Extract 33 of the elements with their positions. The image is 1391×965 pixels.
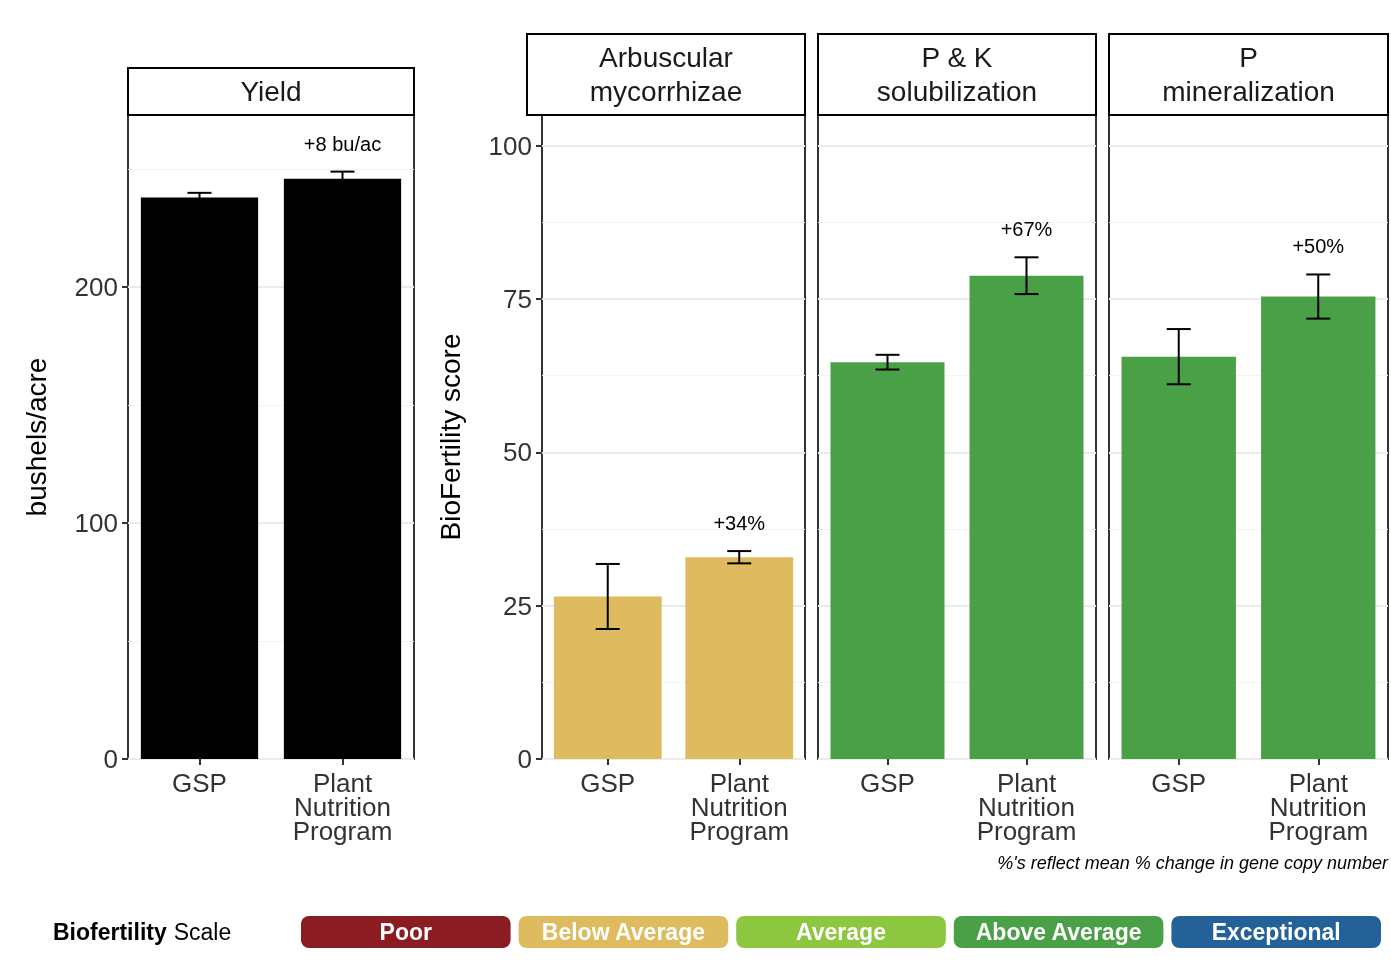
category-label: Average [796,919,886,945]
y-tick-label: 200 [74,272,118,303]
y-tick-label: 100 [74,508,118,539]
chart-title: P & K solubilization [876,42,1038,107]
y-tick-label: 25 [503,590,532,621]
x-tick-label: Plant Nutrition Program [292,768,393,846]
y-tick-label: 100 [488,130,532,161]
annotation: +8 bu/ac [303,132,382,155]
x-tick-label: GSP [172,768,227,798]
chart-title: Yield [240,76,302,107]
chart-title: Arbuscular mycorrhizae [589,42,743,107]
y-tick-label: 75 [503,284,532,314]
category-label: Below Average [541,919,705,945]
annotation: +67% [1000,218,1053,241]
category-label: Above Average [975,919,1142,945]
x-tick-label: GSP [580,768,636,798]
x-tick-label: Plant Nutrition Program [689,768,790,846]
y-tick-label: 0 [103,744,118,774]
y-axis-title: BioFertility score [434,333,466,541]
annotation: +50% [1292,235,1345,258]
x-tick-label: GSP [1151,768,1207,798]
category-label: Exceptional [1211,919,1341,945]
category-label: Poor [379,919,433,945]
x-tick-label: GSP [860,768,915,798]
y-tick-label: 50 [503,437,532,468]
x-tick-label: Plant Nutrition Program [1268,768,1369,846]
x-tick-label: Plant Nutrition Program [976,768,1077,846]
chart-title: P mineralization [1162,42,1335,107]
y-axis-title: bushels/acre [20,357,52,517]
legend-title: Biofertility Scale [53,919,232,945]
y-tick-label: 0 [517,744,532,774]
text: %'s reflect mean % change in gene copy number [997,853,1390,873]
annotation: +34% [713,512,766,535]
